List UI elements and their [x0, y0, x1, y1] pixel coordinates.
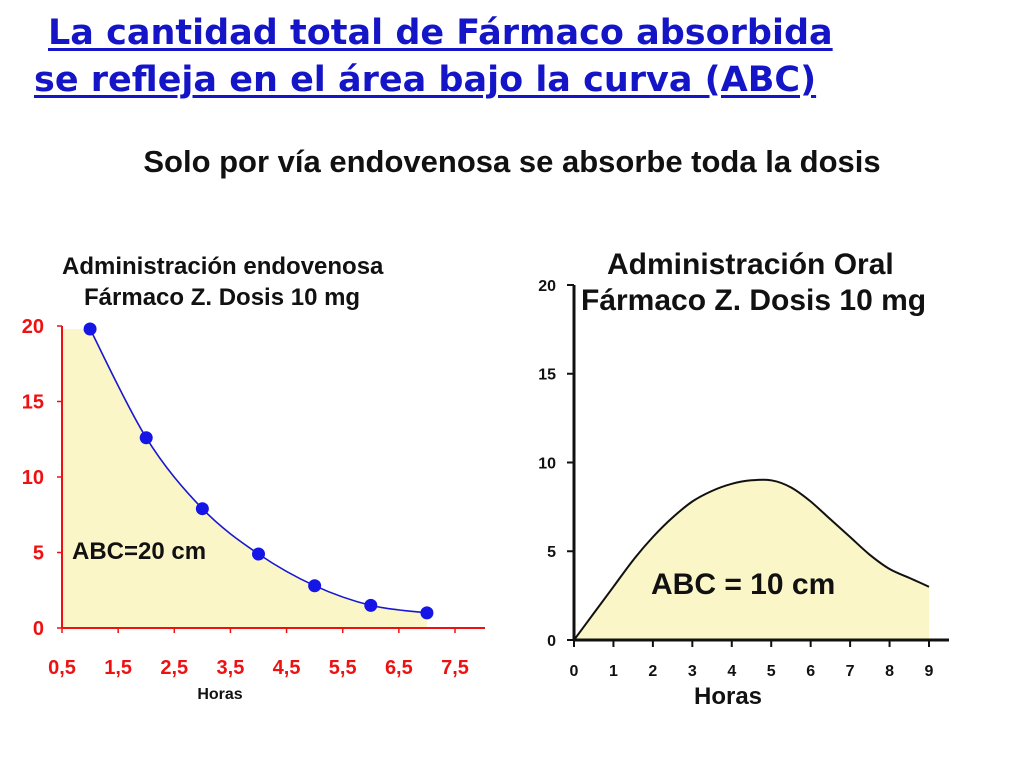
oral-area-annotation: ABC = 10 cm: [651, 568, 835, 601]
slide-title-line-2: se refleja en el área bajo la curva (ABC…: [34, 60, 817, 100]
oral-x-tick-label: 4: [727, 663, 736, 680]
iv-chart: 0 5 10 15 20 0,5 1,5 2,5 3,5 4,5 5,5 6,5 7,5 Adminis…: [22, 253, 485, 703]
iv-x-tick-label: 6,5: [385, 657, 413, 679]
oral-x-tick-label: 2: [648, 663, 657, 680]
oral-chart-subtitle: Fármaco Z. Dosis 10 mg: [581, 284, 926, 317]
oral-x-tick-label: 5: [767, 663, 776, 680]
iv-data-point: [308, 579, 322, 593]
slide-title: La cantidad total de Fármaco absorbida s…: [34, 10, 1014, 104]
oral-x-tick-label: 8: [885, 663, 894, 680]
oral-x-tick-label: 9: [925, 663, 934, 680]
oral-y-tick-label: 0: [547, 633, 556, 650]
oral-x-tick-label: 7: [846, 663, 855, 680]
oral-x-tick-label: 1: [609, 663, 618, 680]
iv-chart-title: Administración endovenosa: [62, 253, 384, 280]
iv-chart-subtitle: Fármaco Z. Dosis 10 mg: [84, 284, 360, 311]
iv-x-tick-label: 5,5: [329, 657, 357, 679]
oral-series-line: [573, 478, 930, 641]
oral-x-tick-label: 3: [688, 663, 697, 680]
iv-y-tick-label: 10: [22, 467, 44, 489]
iv-x-axis-label: Horas: [197, 686, 242, 703]
oral-y-tick-label: 20: [538, 278, 556, 295]
oral-chart-title: Administración Oral: [607, 248, 894, 281]
iv-data-point: [420, 606, 434, 620]
oral-x-axis-label: Horas: [694, 683, 762, 710]
oral-x-tick-label: 6: [806, 663, 815, 680]
iv-area-annotation: ABC=20 cm: [72, 538, 206, 565]
iv-data-point: [195, 502, 209, 516]
slide-subtitle: Solo por vía endovenosa se absorbe toda …: [143, 144, 881, 179]
iv-data-point: [139, 431, 153, 445]
oral-y-tick-label: 15: [538, 367, 556, 384]
oral-area-fill: [574, 479, 929, 640]
iv-x-tick-label: 1,5: [104, 657, 132, 679]
iv-x-tick-label: 4,5: [273, 657, 301, 679]
iv-x-tick-label: 7,5: [441, 657, 469, 679]
iv-y-tick-label: 5: [33, 543, 44, 565]
oral-y-tick-label: 5: [547, 544, 556, 561]
iv-x-tick-label: 3,5: [217, 657, 245, 679]
iv-x-tick-label: 2,5: [160, 657, 188, 679]
iv-area-fill: [62, 329, 427, 628]
oral-y-tick-label: 10: [538, 455, 556, 472]
iv-x-tick-label: 0,5: [48, 657, 76, 679]
iv-y-tick-label: 15: [22, 392, 44, 414]
iv-y-tick-label: 20: [22, 316, 44, 338]
iv-y-tick-label: 0: [33, 618, 44, 640]
oral-x-tick-label: 0: [570, 663, 579, 680]
iv-data-point: [83, 322, 97, 336]
slide-title-line-1: La cantidad total de Fármaco absorbida: [48, 13, 833, 53]
iv-data-point: [252, 547, 265, 561]
iv-data-point: [364, 598, 378, 612]
